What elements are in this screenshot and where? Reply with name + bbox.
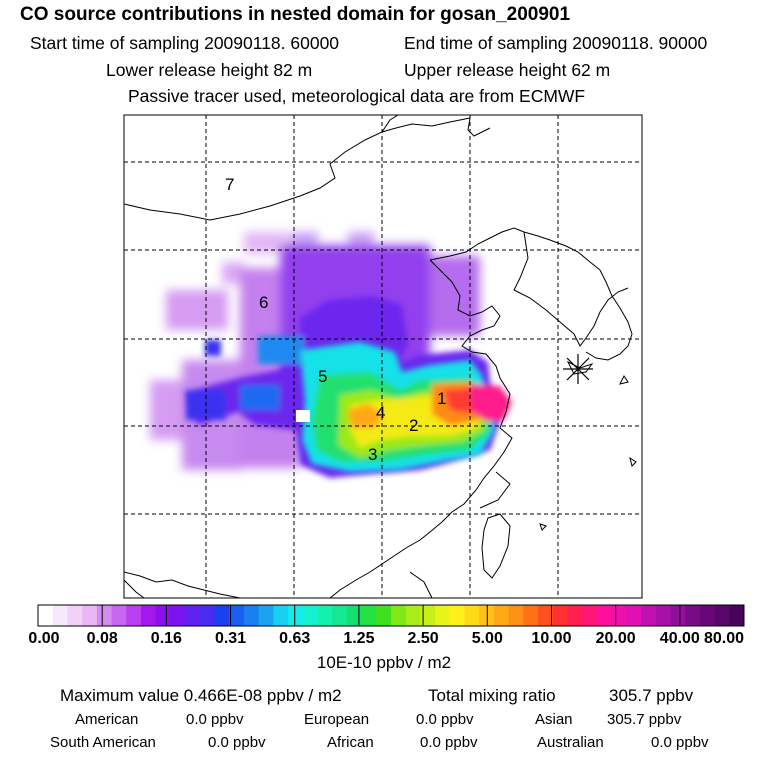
region-value-european: 0.0 ppbv xyxy=(416,711,474,728)
colorbar-tick-label: 0.31 xyxy=(214,630,247,647)
colorbar-unit-label: 10E-10 ppbv / m2 xyxy=(316,653,452,672)
colorbar-cell xyxy=(38,605,54,626)
colorbar-cell xyxy=(376,605,392,626)
region-name-south-american: South American xyxy=(50,734,156,751)
region-value-asian: 305.7 ppbv xyxy=(607,711,682,728)
colorbar-cell xyxy=(155,605,171,626)
colorbar-cell xyxy=(449,605,466,626)
colorbar-cell xyxy=(67,605,83,626)
colorbar-cell xyxy=(420,605,436,626)
colorbar-tick-label: 0.16 xyxy=(150,630,182,647)
end-time-label: End time of sampling 20090118. 90000 xyxy=(404,33,708,53)
colorbar-cell xyxy=(317,605,333,626)
region-label-4: 4 xyxy=(376,403,385,422)
colorbar-tick-label: 10.00 xyxy=(531,630,572,647)
region-label-1: 1 xyxy=(437,389,446,408)
region-label-3: 3 xyxy=(368,445,377,464)
colorbar-cell xyxy=(214,605,230,626)
colorbar-tick-label: 20.00 xyxy=(595,630,636,647)
region-value-south-american: 0.0 ppbv xyxy=(208,734,266,751)
colorbar-tick-label: 40.00 xyxy=(659,630,700,647)
colorbar-cell xyxy=(523,605,539,626)
colorbar-cell xyxy=(185,605,201,626)
colorbar-cell xyxy=(82,605,98,626)
colorbar-cell xyxy=(493,605,510,626)
colorbar-cell xyxy=(405,605,421,626)
colorbar-cell xyxy=(243,605,260,626)
star-icon xyxy=(563,354,593,384)
colorbar-cell xyxy=(699,605,716,626)
lat-lon-grid xyxy=(124,115,642,598)
colorbar-cell xyxy=(332,605,348,626)
region-label-2: 2 xyxy=(409,416,418,435)
colorbar-cell xyxy=(714,605,730,626)
colorbar-cell xyxy=(361,605,377,626)
colorbar-cell xyxy=(670,605,686,626)
start-time-label: Start time of sampling 20090118. 60000 xyxy=(30,33,340,53)
colorbar-cell xyxy=(626,605,642,626)
colorbar-cell xyxy=(111,605,127,626)
colorbar-cell xyxy=(170,605,186,626)
colorbar-cell xyxy=(391,605,407,626)
tracer-note: Passive tracer used, meteorological data… xyxy=(128,86,586,106)
region-name-european: European xyxy=(304,711,370,728)
region-value-american: 0.0 ppbv xyxy=(186,711,244,728)
colorbar-cell xyxy=(302,605,318,626)
map-frame xyxy=(123,114,643,599)
region-label-6: 6 xyxy=(259,293,268,312)
max-value-label: Maximum value 0.466E-08 ppbv / m2 xyxy=(60,686,342,705)
colorbar-cell xyxy=(435,605,451,626)
colorbar-cell xyxy=(346,605,363,626)
colorbar-cell xyxy=(641,605,657,626)
lower-release-label: Lower release height 82 m xyxy=(106,60,313,80)
colorbar-tick-label: 2.50 xyxy=(407,630,439,647)
colorbar-cell xyxy=(229,605,245,626)
region-name-american: American xyxy=(75,711,139,728)
colorbar-cell xyxy=(729,605,745,626)
colorbar-cell xyxy=(199,605,215,626)
region-value-australian: 0.0 ppbv xyxy=(651,734,709,751)
colorbar-cell xyxy=(288,605,304,626)
colorbar-cell xyxy=(611,605,627,626)
colorbar-tick-label: 0.63 xyxy=(279,630,311,647)
concentration-field xyxy=(150,232,512,478)
region-name-asian: Asian xyxy=(535,711,573,728)
colorbar-cell xyxy=(126,605,142,626)
colorbar-frame xyxy=(37,604,745,627)
colorbar-tick-label: 0.08 xyxy=(86,630,118,647)
colorbar-cell xyxy=(582,605,598,626)
region-value-african: 0.0 ppbv xyxy=(420,734,478,751)
colorbar-cell xyxy=(52,605,68,626)
region-label-5: 5 xyxy=(318,367,327,386)
colorbar-cell xyxy=(596,605,613,626)
colorbar-tick-label: 1.25 xyxy=(343,630,375,647)
colorbar-cell xyxy=(258,605,274,626)
colorbar xyxy=(38,605,745,626)
colorbar-cell xyxy=(508,605,524,626)
colorbar-cell xyxy=(685,605,701,626)
region-name-australian: Australian xyxy=(537,734,604,751)
region-name-african: African xyxy=(327,734,374,751)
total-mixing-value: 305.7 ppbv xyxy=(609,686,694,705)
region-label-7: 7 xyxy=(225,175,234,194)
colorbar-tick-label: 80.00 xyxy=(703,630,745,647)
total-mixing-label: Total mixing ratio xyxy=(428,686,556,705)
coastline-lines xyxy=(124,115,637,598)
upper-release-label: Upper release height 62 m xyxy=(404,60,611,80)
plot-title: CO source contributions in nested domain… xyxy=(20,4,571,25)
colorbar-cell xyxy=(96,605,113,626)
colorbar-tick-label: 0.00 xyxy=(28,630,60,647)
colorbar-cell xyxy=(140,605,157,626)
colorbar-cell xyxy=(538,605,554,626)
colorbar-cell xyxy=(655,605,671,626)
colorbar-cell xyxy=(464,605,480,626)
colorbar-cell xyxy=(552,605,568,626)
colorbar-tick-label: 5.00 xyxy=(471,630,503,647)
colorbar-cell xyxy=(273,605,289,626)
colorbar-cell xyxy=(567,605,583,626)
